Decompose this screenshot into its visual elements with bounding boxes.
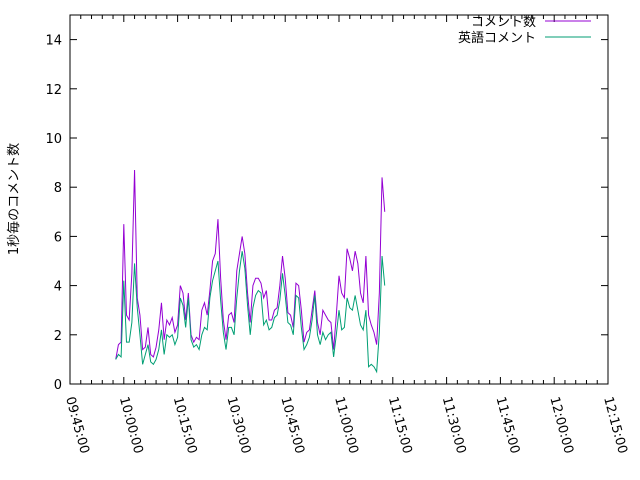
y-tick-label-7: 14: [45, 34, 62, 49]
y-tick-label-1: 2: [54, 329, 62, 344]
y-tick-label-3: 6: [54, 230, 62, 245]
y-tick-label-5: 10: [45, 132, 62, 147]
y-tick-label-6: 12: [45, 83, 62, 98]
y-tick-label-2: 4: [54, 280, 62, 295]
x-tick-label-10: 12:15:00: [600, 395, 630, 455]
series-line-0: [115, 169, 386, 360]
x-tick-label-1: 10:00:00: [116, 395, 146, 455]
y-axis-title: 1秒毎のコメント数: [6, 143, 22, 255]
x-tick-label-3: 10:30:00: [224, 395, 254, 455]
x-tick-label-0: 09:45:00: [62, 395, 92, 455]
x-tick-label-6: 11:15:00: [385, 395, 415, 455]
legend-label-1: 英語コメント: [458, 30, 536, 46]
x-tick-label-7: 11:30:00: [439, 395, 469, 455]
x-tick-label-5: 11:00:00: [331, 395, 361, 455]
x-tick-label-8: 11:45:00: [493, 395, 523, 455]
y-tick-label-0: 0: [54, 378, 62, 393]
x-tick-label-9: 12:00:00: [546, 395, 576, 455]
plot-frame: [69, 14, 609, 385]
series-lines: [115, 169, 386, 374]
x-tick-label-4: 10:45:00: [277, 395, 307, 455]
series-line-1: [115, 251, 386, 374]
legend-label-0: コメント数: [471, 15, 536, 30]
y-tick-label-4: 8: [54, 181, 62, 196]
x-tick-label-2: 10:15:00: [170, 395, 200, 455]
